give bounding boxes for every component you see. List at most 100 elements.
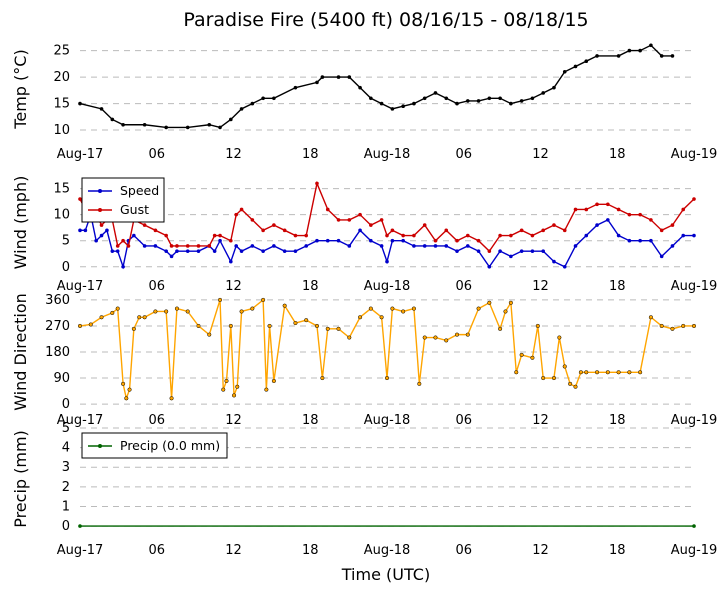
- data-point-direction: [228, 323, 233, 328]
- data-point-direction: [131, 326, 136, 331]
- data-point-direction: [207, 332, 212, 337]
- x-tick-label: 06: [455, 413, 472, 428]
- data-point-direction: [541, 376, 546, 381]
- data-point-direction: [444, 338, 449, 343]
- data-point-temp: [99, 107, 104, 111]
- data-point-direction: [584, 370, 589, 375]
- data-point-speed: [164, 249, 168, 253]
- data-point-speed: [498, 249, 502, 253]
- data-point-temp: [649, 43, 653, 48]
- data-point-direction: [267, 323, 272, 328]
- y-tick-label: 0: [62, 519, 70, 534]
- x-tick-label: 06: [455, 543, 472, 558]
- data-point-direction: [293, 321, 298, 326]
- x-tick-label: 06: [148, 543, 165, 558]
- data-point-temp: [390, 107, 395, 111]
- data-point-speed: [422, 244, 427, 248]
- x-tick-label: 18: [302, 543, 319, 558]
- data-point-direction: [691, 323, 697, 328]
- data-point-direction: [648, 315, 653, 320]
- data-point-gust: [519, 228, 524, 233]
- data-point-speed: [234, 244, 238, 248]
- data-point-speed: [169, 254, 174, 259]
- y-tick-label: 1: [62, 499, 70, 514]
- x-tick-label: 12: [532, 279, 549, 294]
- y-tick-label: 10: [53, 208, 70, 223]
- data-point-temp: [412, 101, 416, 106]
- data-point-temp: [487, 96, 492, 101]
- data-point-speed: [681, 233, 686, 238]
- data-point-speed: [509, 254, 513, 259]
- data-point-speed: [584, 233, 589, 238]
- data-point-direction: [390, 306, 395, 311]
- data-point-direction: [231, 393, 237, 398]
- y-axis-label: Wind (mph): [11, 176, 30, 270]
- data-point-temp: [595, 54, 599, 58]
- legend-marker-speed: [98, 189, 102, 193]
- data-point-speed: [315, 238, 319, 243]
- data-point-speed: [304, 244, 309, 248]
- data-point-direction: [498, 326, 503, 331]
- data-point-direction: [411, 306, 416, 311]
- data-point-speed: [218, 238, 222, 243]
- data-point-gust: [336, 218, 341, 222]
- data-point-direction: [358, 315, 363, 320]
- data-point-speed: [444, 244, 449, 248]
- legend-box: [81, 177, 165, 223]
- data-point-speed: [347, 244, 352, 248]
- panel-1: 0 5 10 15 Aug-17 06 12 18 Aug-18 06 12 18 Aug-19 Wind…: [11, 176, 717, 294]
- data-point-gust: [444, 228, 449, 233]
- data-point-temp: [401, 104, 405, 109]
- x-tick-label: Aug-18: [364, 413, 411, 428]
- data-point-direction: [174, 306, 179, 311]
- x-tick-label: 12: [532, 147, 549, 162]
- data-point-speed: [261, 249, 265, 253]
- data-point-direction: [250, 306, 255, 311]
- data-point-temp: [616, 54, 621, 58]
- data-point-temp: [519, 99, 524, 103]
- data-point-gust: [115, 244, 120, 248]
- y-tick-label: 270: [45, 319, 70, 334]
- data-point-direction: [454, 332, 460, 337]
- data-point-temp: [78, 101, 82, 106]
- data-point-direction: [115, 306, 120, 311]
- data-point-gust: [229, 238, 233, 243]
- data-point-direction: [568, 381, 573, 386]
- data-point-temp: [110, 117, 115, 122]
- data-point-direction: [217, 297, 223, 302]
- data-point-gust: [692, 197, 696, 201]
- y-tick-label: 5: [62, 421, 70, 436]
- data-point-direction: [164, 309, 169, 314]
- data-point-direction: [261, 297, 266, 302]
- data-point-gust: [142, 223, 147, 227]
- data-point-precip: [78, 524, 82, 528]
- data-point-gust: [659, 228, 664, 233]
- data-point-temp: [573, 64, 578, 69]
- data-point-gust: [476, 238, 481, 243]
- data-point-temp: [250, 101, 255, 106]
- x-tick-label: Aug-18: [364, 543, 411, 558]
- data-point-gust: [433, 238, 438, 243]
- data-point-speed: [239, 249, 244, 253]
- data-point-speed: [465, 244, 470, 248]
- data-point-gust: [584, 207, 589, 212]
- data-point-temp: [530, 96, 535, 101]
- data-point-temp: [320, 75, 325, 79]
- data-point-temp: [369, 96, 373, 101]
- y-tick-label: 360: [45, 293, 70, 308]
- data-point-speed: [530, 249, 535, 253]
- data-point-temp: [229, 117, 233, 122]
- data-point-direction: [670, 326, 675, 331]
- data-point-temp: [422, 96, 427, 101]
- data-point-temp: [293, 85, 298, 90]
- data-point-gust: [347, 218, 352, 222]
- data-point-direction: [557, 335, 562, 340]
- data-point-gust: [153, 228, 158, 233]
- data-point-direction: [99, 315, 104, 320]
- x-tick-label: 18: [302, 413, 319, 428]
- data-point-gust: [541, 228, 545, 233]
- data-point-speed: [212, 249, 217, 253]
- data-point-direction: [508, 300, 513, 305]
- data-point-direction: [530, 355, 535, 360]
